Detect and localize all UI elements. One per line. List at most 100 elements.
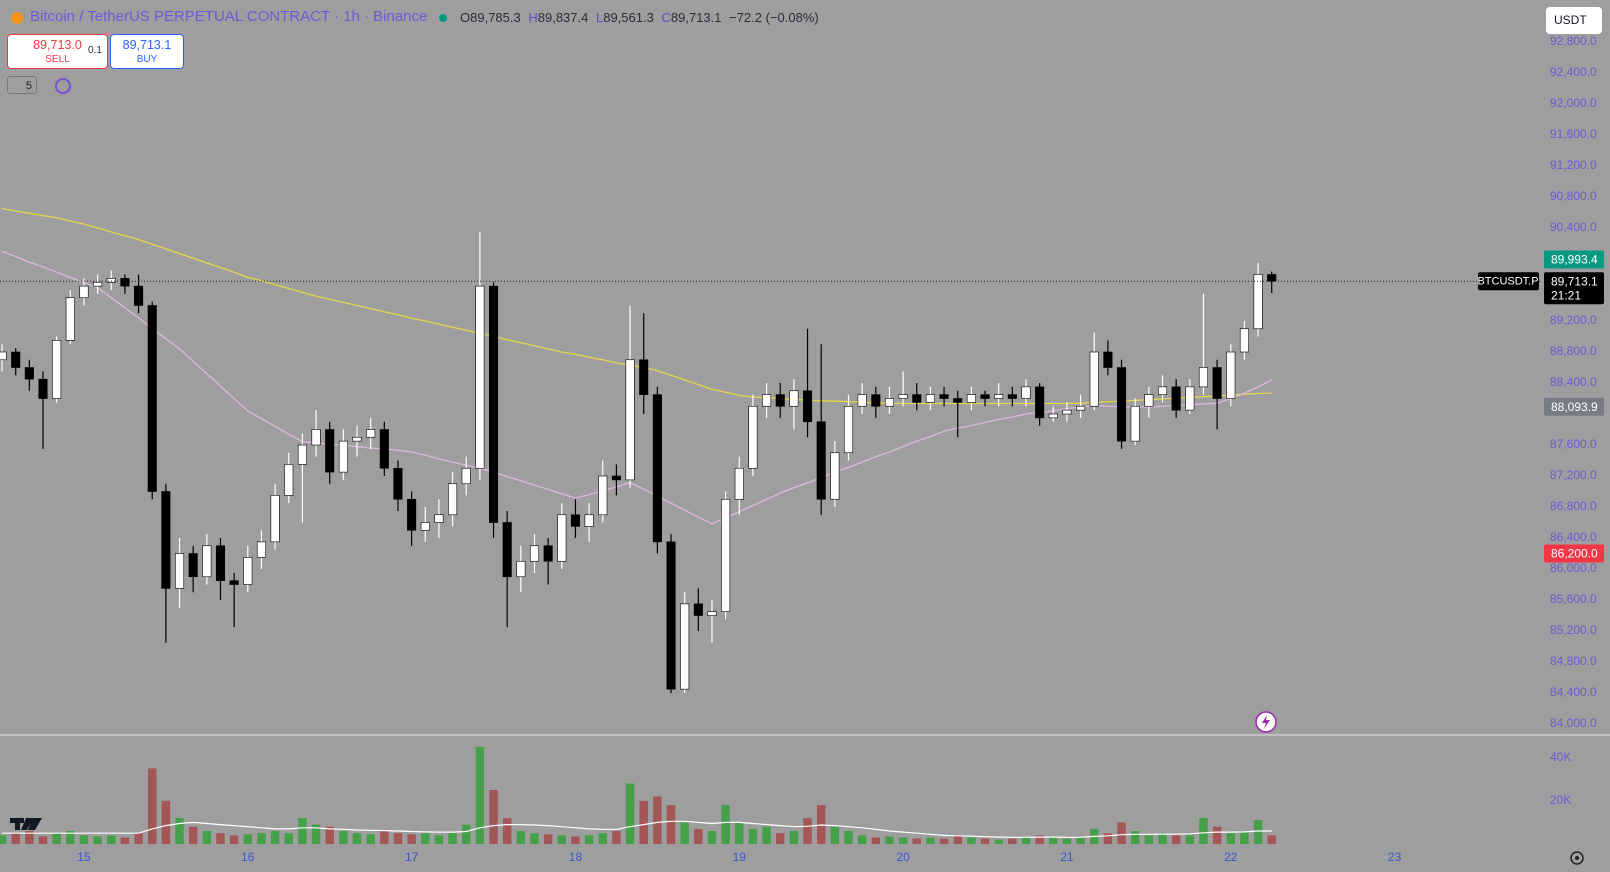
candle-body	[529, 545, 540, 562]
volume-tick-label: 40K	[1550, 750, 1571, 764]
indicators-toggle[interactable]: 5	[7, 76, 37, 94]
candle-body	[174, 553, 185, 589]
volume-bar	[625, 783, 635, 844]
coin-icon	[11, 12, 23, 24]
symbol-title[interactable]: Bitcoin / TetherUS PERPETUAL CONTRACT · …	[30, 8, 428, 25]
y-tick-label: 86,400.0	[1550, 530, 1597, 544]
volume-bar	[953, 835, 962, 844]
candle-body	[256, 541, 266, 558]
moving-average-line	[1, 250, 1272, 525]
volume-bar	[707, 831, 717, 844]
volume-bar	[735, 822, 744, 844]
volume-bar	[612, 831, 621, 844]
volume-bar	[1062, 838, 1072, 844]
volume-bar	[229, 835, 239, 844]
volume-bar	[666, 805, 676, 844]
candle-body	[816, 421, 826, 500]
low-label: L	[595, 10, 604, 25]
ohlc-legend: O89,785.3 H89,837.4 L89,561.3 C89,713.1 …	[460, 10, 819, 25]
volume-bar	[830, 826, 840, 844]
volume-bar	[393, 833, 403, 844]
volume-bar	[93, 836, 102, 844]
candle-body	[734, 467, 744, 500]
volume-bar	[1035, 835, 1044, 844]
candle-body	[461, 467, 471, 485]
candle-body	[243, 557, 253, 585]
candle-body	[147, 305, 157, 492]
candle-body	[229, 580, 239, 585]
x-tick-label: 22	[1224, 850, 1238, 864]
volume-bar	[557, 835, 567, 844]
volume-bar	[1253, 820, 1263, 844]
candle-body	[1171, 386, 1181, 411]
candle-body	[475, 285, 485, 469]
y-tick-label: 89,200.0	[1550, 313, 1597, 327]
volume-bar	[52, 833, 61, 844]
price-label: 86,200.0	[1551, 547, 1598, 561]
candle-body	[1212, 367, 1222, 399]
candle-body	[1253, 274, 1263, 330]
candle-body	[215, 545, 226, 581]
candle-body	[611, 475, 621, 481]
candle-body	[762, 394, 772, 407]
candle-body	[775, 394, 785, 407]
buy-button[interactable]: 89,713.1 BUY	[110, 34, 184, 69]
volume-bar	[721, 805, 730, 844]
candle-body	[516, 560, 526, 578]
volume-bar	[1158, 833, 1167, 844]
y-tick-label: 88,400.0	[1550, 375, 1597, 389]
sell-price: 89,713.0	[33, 38, 82, 52]
x-tick-label: 23	[1388, 850, 1402, 864]
candle-body	[1130, 405, 1140, 442]
sync-icon[interactable]	[55, 78, 71, 94]
candle-body	[38, 378, 48, 399]
volume-bar	[298, 818, 307, 844]
candle-body	[106, 278, 116, 283]
logo-v	[28, 818, 42, 830]
close-value: 89,713.1	[670, 10, 722, 25]
volume-bar	[134, 833, 143, 844]
symbol-tag: BTCUSDT.P	[1477, 276, 1538, 288]
candle-body	[120, 278, 130, 287]
candle-body	[789, 390, 799, 407]
volume-bar	[1021, 837, 1031, 844]
candle-body	[748, 405, 758, 469]
volume-bar	[803, 818, 812, 844]
candle-body	[1267, 274, 1277, 282]
volume-bar	[1008, 838, 1017, 844]
candle-body	[311, 429, 321, 446]
volume-ma-line	[2, 820, 1272, 838]
candle-body	[188, 553, 198, 578]
volume-bar	[571, 836, 580, 844]
settings-icon[interactable]	[1570, 851, 1584, 865]
candle-body	[1021, 386, 1031, 399]
y-tick-label: 85,600.0	[1550, 592, 1597, 606]
candle-body	[925, 394, 935, 403]
candle-body	[434, 514, 444, 523]
sell-button[interactable]: 89,713.0 SELL	[7, 34, 108, 69]
candle-body	[557, 514, 567, 562]
alert-bolt	[1262, 715, 1270, 729]
volume-bar	[1117, 822, 1126, 844]
countdown: 21:21	[1551, 288, 1581, 302]
volume-bar	[1049, 837, 1058, 844]
volume-bar	[1199, 818, 1208, 844]
volume-bar	[1212, 826, 1222, 844]
candle-body	[407, 498, 417, 531]
candle-body	[693, 603, 703, 616]
price-label-bg	[1544, 250, 1604, 269]
candle-body	[11, 351, 21, 368]
volume-bar	[1240, 831, 1249, 844]
candle-body	[134, 285, 144, 306]
y-tick-label: 86,000.0	[1550, 561, 1597, 575]
y-tick-label: 84,000.0	[1550, 716, 1597, 730]
volume-bar	[776, 833, 785, 844]
current-price-bg	[1544, 272, 1604, 305]
volume-bar	[871, 837, 881, 844]
quantity: 0.1	[88, 45, 102, 56]
volume-bar	[680, 822, 689, 844]
currency-select[interactable]: USDT	[1546, 7, 1602, 34]
volume-bar	[311, 824, 321, 844]
candle-body	[93, 281, 103, 287]
candle-body	[639, 359, 649, 395]
